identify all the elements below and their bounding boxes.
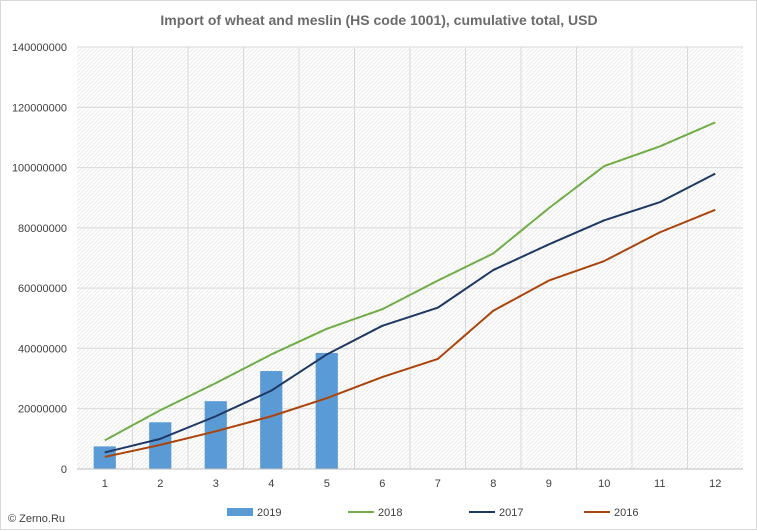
x-tick-label: 12 [709, 478, 721, 490]
x-tick-label: 10 [598, 478, 610, 490]
x-axis-ticks: 1 2 3 4 5 6 7 8 9 10 11 12 [102, 478, 722, 490]
bar-2019 [260, 371, 283, 469]
line-series-2016 [104, 208, 716, 458]
chart-title: Import of wheat and meslin (HS code 1001… [160, 12, 597, 28]
legend-label: 2018 [378, 507, 402, 519]
x-tick-label: 7 [435, 478, 441, 490]
x-tick-label: 5 [324, 478, 330, 490]
legend-label: 2017 [499, 507, 523, 519]
x-tick-label: 11 [654, 478, 665, 490]
x-tick-label: 2 [157, 478, 163, 490]
legend-item-2019: 2019 [227, 507, 281, 519]
legend-item-2016: 2016 [584, 507, 638, 519]
y-tick-label: 140000000 [12, 42, 67, 54]
credit-text: © Zerno.Ru [8, 513, 65, 525]
legend: 2019 2018 2017 2016 [227, 507, 638, 519]
legend-label: 2016 [614, 507, 638, 519]
line-series [104, 121, 716, 458]
legend-label: 2019 [257, 507, 281, 519]
y-tick-label: 0 [61, 464, 67, 476]
x-tick-label: 3 [213, 478, 219, 490]
x-tick-label: 8 [490, 478, 496, 490]
x-tick-label: 6 [379, 478, 385, 490]
y-axis-ticks: 0 20000000 40000000 60000000 80000000 1000000… [12, 42, 67, 476]
legend-swatch [227, 508, 253, 516]
x-tick-label: 1 [102, 478, 108, 490]
bar-2019 [204, 401, 227, 469]
legend-item-2017: 2017 [469, 507, 523, 519]
x-tick-label: 9 [546, 478, 552, 490]
y-tick-label: 120000000 [12, 102, 67, 114]
line-series-2017 [104, 172, 716, 454]
y-tick-label: 80000000 [18, 223, 67, 235]
y-tick-label: 100000000 [12, 163, 67, 175]
y-tick-label: 20000000 [18, 404, 67, 416]
legend-item-2018: 2018 [348, 507, 402, 519]
line-series-2018 [104, 121, 716, 442]
y-tick-label: 40000000 [18, 343, 67, 355]
bar-2019 [315, 352, 338, 469]
x-tick-label: 4 [268, 478, 274, 490]
y-tick-label: 60000000 [18, 283, 67, 295]
